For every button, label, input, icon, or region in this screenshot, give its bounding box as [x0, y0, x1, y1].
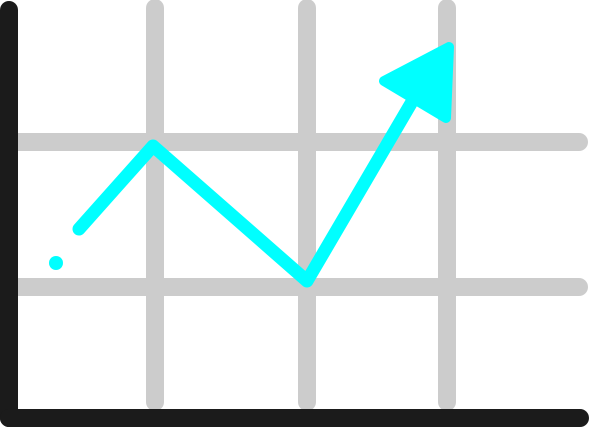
trend-line	[72, 93, 420, 288]
trend-line-group	[49, 42, 454, 288]
trend-start-dot	[49, 256, 63, 270]
trend-arrowhead-icon	[379, 42, 454, 123]
